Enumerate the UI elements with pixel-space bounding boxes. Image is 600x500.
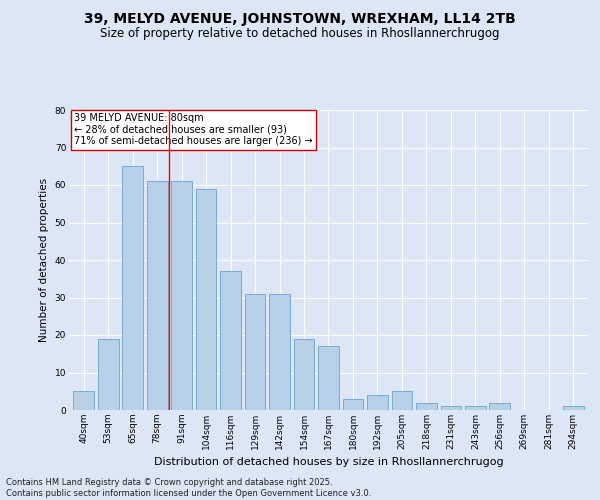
Bar xyxy=(73,391,94,410)
Bar xyxy=(392,391,412,410)
Bar xyxy=(122,166,143,410)
Bar xyxy=(343,399,364,410)
Bar xyxy=(293,339,314,410)
Text: 39 MELYD AVENUE: 80sqm
← 28% of detached houses are smaller (93)
71% of semi-det: 39 MELYD AVENUE: 80sqm ← 28% of detached… xyxy=(74,113,313,146)
Bar xyxy=(416,402,437,410)
Bar xyxy=(98,339,119,410)
Bar xyxy=(440,406,461,410)
Text: Contains HM Land Registry data © Crown copyright and database right 2025.
Contai: Contains HM Land Registry data © Crown c… xyxy=(6,478,371,498)
Bar xyxy=(367,395,388,410)
Text: Size of property relative to detached houses in Rhosllannerchrugog: Size of property relative to detached ho… xyxy=(100,28,500,40)
Bar xyxy=(318,346,339,410)
Bar xyxy=(245,294,265,410)
Bar xyxy=(490,402,510,410)
Bar xyxy=(171,181,192,410)
Bar xyxy=(220,271,241,410)
Bar xyxy=(563,406,584,410)
Bar xyxy=(196,188,217,410)
Bar xyxy=(465,406,486,410)
Bar xyxy=(147,181,167,410)
X-axis label: Distribution of detached houses by size in Rhosllannerchrugog: Distribution of detached houses by size … xyxy=(154,458,503,468)
Text: 39, MELYD AVENUE, JOHNSTOWN, WREXHAM, LL14 2TB: 39, MELYD AVENUE, JOHNSTOWN, WREXHAM, LL… xyxy=(84,12,516,26)
Bar xyxy=(269,294,290,410)
Y-axis label: Number of detached properties: Number of detached properties xyxy=(39,178,49,342)
